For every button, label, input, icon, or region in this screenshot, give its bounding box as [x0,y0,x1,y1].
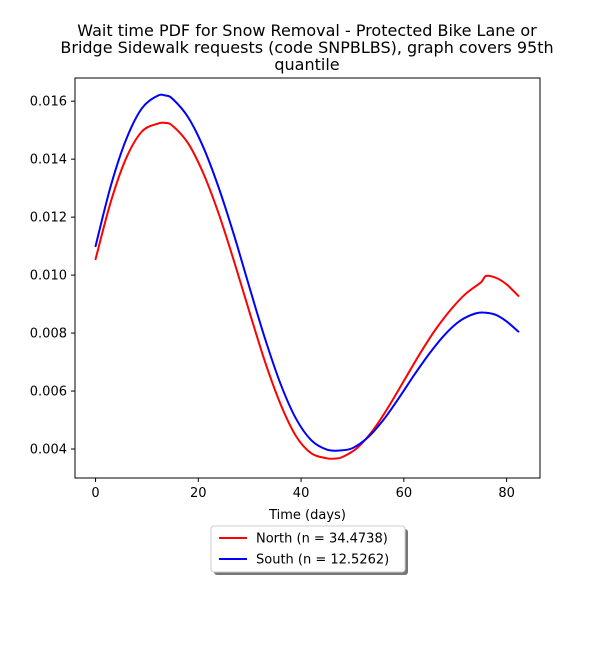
series-line-north [94,121,520,460]
y-axis: 0.004 0.006 0.008 0.010 0.012 0.014 0.016 [30,95,75,458]
chart-title-line: Bridge Sidewalk requests (code SNPBLBS),… [60,38,553,57]
x-tick-label: 60 [396,486,413,501]
y-tick-label: 0.012 [30,211,67,226]
y-tick-label: 0.008 [30,327,67,342]
chart-title-line: Wait time PDF for Snow Removal - Protect… [77,21,537,40]
x-tick-label: 20 [190,486,207,501]
plot-area [74,77,541,479]
chart-title: Wait time PDF for Snow Removal - Protect… [60,21,553,74]
x-axis-label: Time (days) [268,508,346,523]
x-tick-label: 0 [91,486,99,501]
x-axis: 0 20 40 60 80 [91,478,515,501]
y-tick-label: 0.016 [30,95,67,110]
y-tick-label: 0.004 [30,443,67,458]
y-tick-label: 0.010 [30,269,67,284]
y-tick-label: 0.014 [30,153,67,168]
series-line-south [94,93,520,452]
x-tick-label: 40 [293,486,310,501]
legend-box [210,525,406,573]
series-layer [94,93,520,460]
legend: North (n = 34.4738) South (n = 12.5262) [210,525,408,575]
x-tick-label: 80 [498,486,515,501]
y-tick-label: 0.006 [30,385,67,400]
chart-title-line: quantile [274,55,339,74]
plot-frame [74,77,541,479]
legend-label: South (n = 12.5262) [256,553,389,568]
legend-label: North (n = 34.4738) [256,532,388,547]
